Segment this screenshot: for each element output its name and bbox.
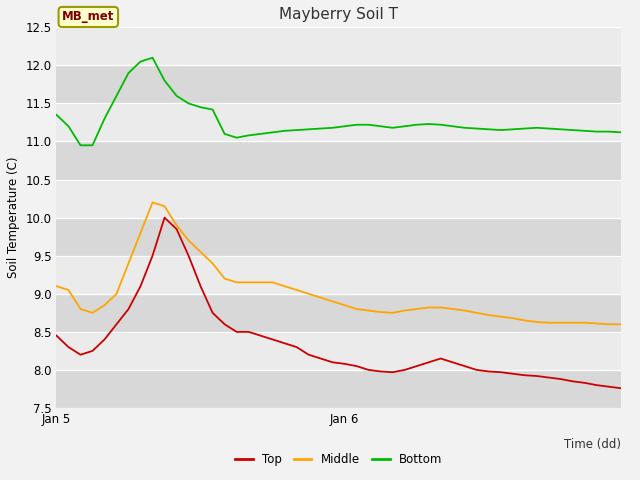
Bar bbox=[56, 65, 621, 103]
Bar bbox=[56, 332, 621, 370]
Bar bbox=[56, 103, 621, 142]
Y-axis label: Soil Temperature (C): Soil Temperature (C) bbox=[7, 157, 20, 278]
Text: MB_met: MB_met bbox=[62, 11, 115, 24]
Bar bbox=[56, 256, 621, 294]
Text: Time (dd): Time (dd) bbox=[564, 438, 621, 452]
Bar bbox=[56, 142, 621, 180]
Title: Mayberry Soil T: Mayberry Soil T bbox=[279, 7, 398, 22]
Bar bbox=[56, 217, 621, 256]
Bar bbox=[56, 27, 621, 65]
Bar bbox=[56, 294, 621, 332]
Bar bbox=[56, 180, 621, 217]
Bar bbox=[56, 370, 621, 408]
Legend: Top, Middle, Bottom: Top, Middle, Bottom bbox=[230, 448, 447, 470]
